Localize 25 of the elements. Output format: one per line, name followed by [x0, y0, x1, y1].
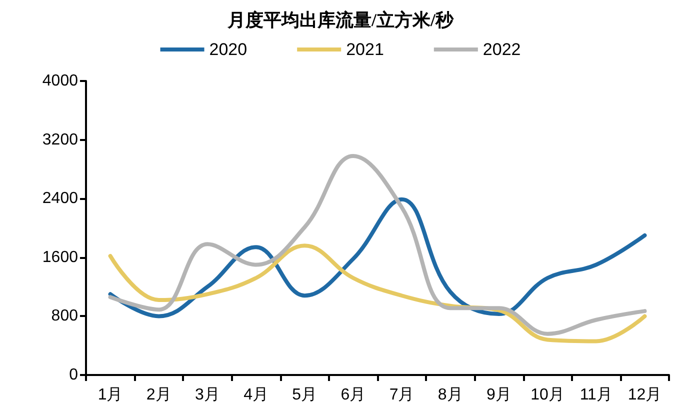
x-tick-label: 2月: [146, 386, 172, 404]
legend-label: 2020: [209, 40, 248, 59]
x-tick-label: 9月: [486, 386, 512, 404]
y-tick-label: 800: [51, 308, 78, 325]
y-tick-label: 2400: [42, 190, 78, 208]
legend-label: 2022: [482, 40, 521, 59]
x-tick-label: 1月: [98, 386, 123, 404]
line-series: [108, 197, 647, 318]
x-tick-label: 12月: [628, 386, 662, 404]
y-tick-label: 1600: [42, 248, 78, 266]
x-tick-label: 11月: [580, 386, 612, 404]
x-tick-label: 7月: [389, 386, 414, 404]
x-tick-label: 8月: [438, 386, 463, 404]
line-series: [108, 154, 647, 336]
legend-label: 2021: [346, 40, 384, 59]
y-tick-label: 0: [69, 366, 78, 384]
line-series: [108, 244, 647, 344]
x-tick-label: 6月: [340, 386, 366, 404]
x-tick-label: 5月: [292, 386, 318, 404]
chart-title: 月度平均出库流量/立方米/秒: [226, 10, 454, 30]
y-tick-label: 4000: [42, 72, 78, 90]
y-tick-label: 3200: [42, 131, 78, 148]
x-tick-label: 10月: [530, 386, 564, 404]
x-tick-label: 3月: [195, 386, 220, 404]
x-tick-label: 4月: [244, 386, 268, 404]
